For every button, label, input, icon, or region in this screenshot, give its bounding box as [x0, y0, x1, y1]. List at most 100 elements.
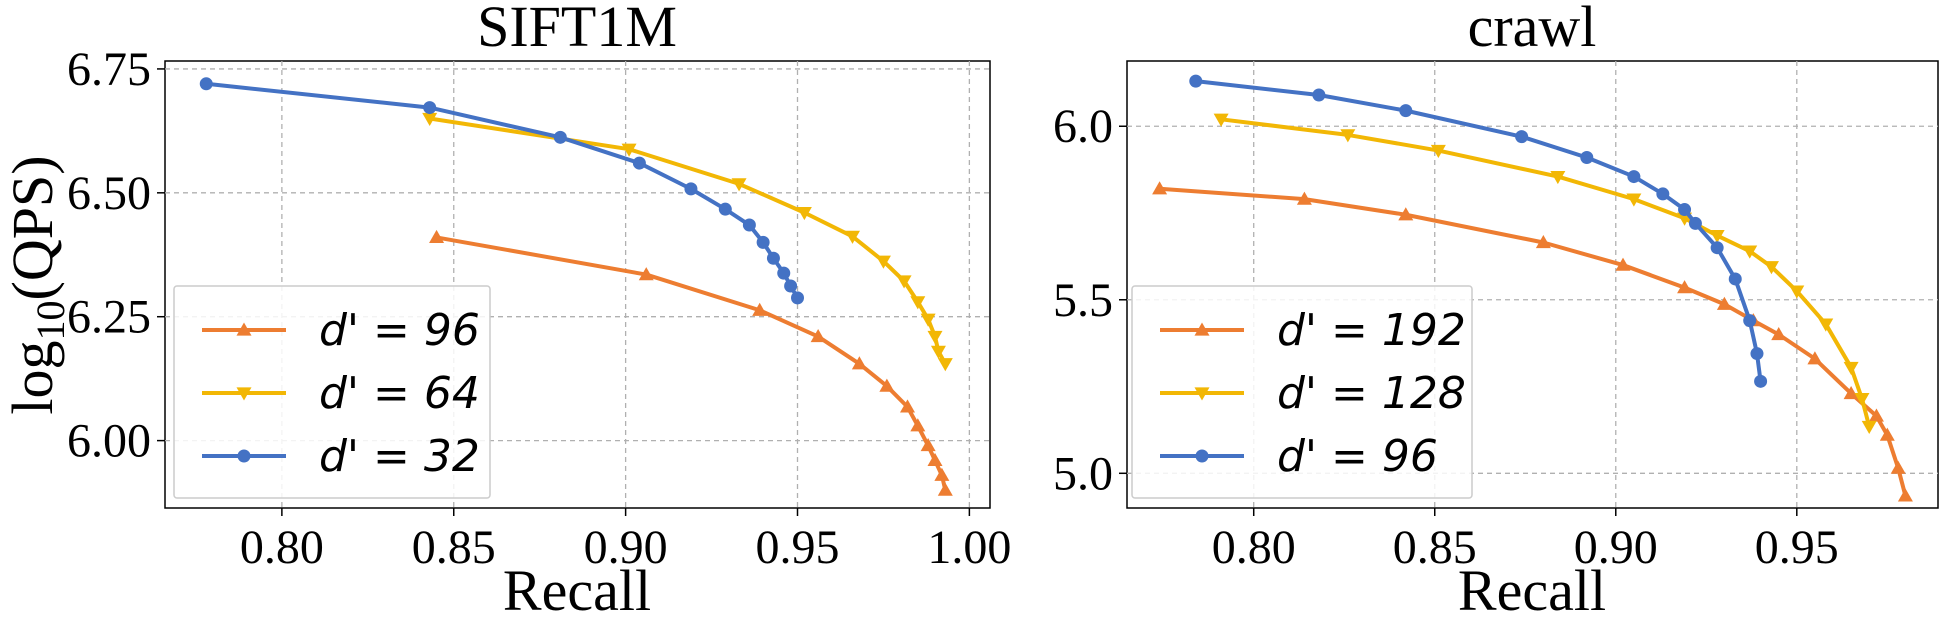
- sift1m-series-line: [204, 81, 800, 300]
- sift1m-title: SIFT1M: [477, 0, 677, 59]
- crawl-x-axis-label: Recall: [1458, 558, 1606, 623]
- crawl-series-line: [1193, 79, 1763, 384]
- crawl-y-tick-label: 6.0: [1053, 100, 1113, 153]
- crawl-data-point: [1213, 113, 1229, 127]
- crawl-data-point: [1861, 420, 1877, 434]
- sift1m-data-point: [920, 313, 936, 327]
- crawl-legend: d' = 192 d' = 128 d' = 96: [1131, 285, 1473, 499]
- crawl-data-point: [1677, 280, 1693, 294]
- sift1m-data-point: [784, 279, 798, 293]
- crawl-data-point: [1296, 191, 1312, 205]
- crawl-data-point: [1807, 351, 1823, 365]
- crawl-data-point: [1742, 245, 1758, 259]
- sift1m-data-point: [875, 255, 891, 269]
- sift1m-legend-marker: [237, 449, 251, 463]
- sift1m-data-point: [756, 235, 770, 249]
- crawl-data-point: [1399, 104, 1413, 118]
- sift1m-data-point: [731, 178, 747, 192]
- sift1m-data-point: [937, 482, 953, 496]
- sift1m-data-point: [632, 156, 646, 170]
- sift1m-data-point: [896, 275, 912, 289]
- sift1m-data-point: [422, 112, 438, 126]
- sift1m-data-point: [718, 202, 732, 216]
- sift1m-data-point: [900, 399, 915, 413]
- crawl-series-line: [1219, 117, 1872, 429]
- sift1m-data-point: [920, 438, 936, 452]
- sift1m-legend-label: d' = 96: [319, 305, 480, 356]
- crawl-legend-marker: [1195, 449, 1209, 463]
- crawl-data-point: [1580, 150, 1594, 164]
- crawl-x-tick-label: 0.85: [1393, 521, 1477, 574]
- crawl-legend-marker: [1194, 387, 1210, 401]
- crawl-data-point: [1879, 427, 1895, 441]
- crawl-data-point: [1897, 488, 1913, 502]
- sift1m-legend: d' = 96 d' = 64 d' = 32: [173, 285, 491, 499]
- sift1m-data-point: [791, 291, 804, 305]
- crawl-x-tick-label: 0.90: [1574, 521, 1658, 574]
- crawl-legend-item: d' = 96: [1160, 431, 1438, 482]
- crawl-y-tick-label: 5.5: [1053, 274, 1113, 327]
- sift1m-data-point: [621, 143, 637, 157]
- sift1m-data-point: [742, 218, 756, 232]
- crawl-data-point: [1398, 207, 1414, 221]
- crawl-data-point: [1818, 318, 1834, 332]
- crawl-data-point: [1535, 235, 1551, 249]
- crawl-data-point: [1627, 170, 1641, 184]
- sift1m-legend-item: d' = 32: [202, 431, 480, 482]
- crawl-panel: 0.80 0.85 0.90 0.95 5.0 5.5 6.0 crawl Recall d…: [1053, 0, 1939, 623]
- sift1m-legend-label: d' = 64: [319, 368, 480, 419]
- sift1m-data-point: [934, 467, 950, 481]
- sift1m-series: [199, 77, 953, 496]
- sift1m-data-point: [845, 230, 860, 244]
- crawl-data-point: [1771, 326, 1787, 341]
- crawl-data-point: [1716, 296, 1732, 310]
- crawl-data-point: [1430, 144, 1446, 159]
- sift1m-x-tick-label: 0.95: [756, 521, 840, 574]
- crawl-data-point: [1312, 88, 1326, 102]
- sift1m-x-tick-label: 0.80: [240, 521, 324, 574]
- sift1m-legend-item: d' = 64: [202, 368, 480, 419]
- sift1m-y-tick-label: 6.00: [67, 415, 151, 468]
- crawl-data-point: [1152, 181, 1168, 195]
- sift1m-y-tick-label: 6.25: [67, 291, 151, 344]
- sift1m-series-line: [427, 116, 948, 366]
- sift1m-series-0: [429, 229, 953, 496]
- crawl-series: [1152, 74, 1913, 502]
- sift1m-data-point: [910, 296, 926, 310]
- sift1m-data-point: [752, 302, 768, 316]
- sift1m-legend-box: [173, 285, 491, 499]
- crawl-data-point: [1843, 361, 1859, 375]
- sift1m-series-1: [422, 112, 953, 372]
- crawl-y-tick-label: 5.0: [1053, 447, 1113, 500]
- sift1m-legend-item: d' = 96: [202, 305, 480, 356]
- sift1m-x-axis-label: Recall: [503, 558, 651, 623]
- sift1m-x-tick-label: 0.90: [584, 521, 668, 574]
- sift1m-panel: 0.80 0.85 0.90 0.95 1.00 6.00 6.25 6.50 6.75 SIF…: [0, 0, 1011, 623]
- crawl-x-tick-label: 0.95: [1755, 521, 1839, 574]
- sift1m-x-tick-label: 0.85: [412, 521, 496, 574]
- sift1m-data-point: [879, 378, 895, 392]
- sift1m-data-point: [766, 251, 780, 265]
- crawl-legend-marker: [1194, 322, 1210, 336]
- sift1m-data-point: [851, 356, 867, 370]
- sift1m-data-point: [553, 130, 567, 144]
- sift1m-ticks: 0.80 0.85 0.90 0.95 1.00 6.00 6.25 6.50 6.75: [67, 43, 1011, 574]
- sift1m-y-tick-label: 6.50: [67, 167, 151, 220]
- sift1m-series-line: [434, 235, 948, 493]
- sift1m-series-2: [199, 77, 804, 305]
- crawl-data-point: [1615, 257, 1631, 271]
- sift1m-data-point: [429, 229, 445, 244]
- sift1m-x-tick-label: 1.00: [927, 521, 1011, 574]
- crawl-data-point: [1688, 216, 1702, 230]
- crawl-title: crawl: [1468, 0, 1597, 59]
- sift1m-data-point: [927, 330, 943, 345]
- sift1m-data-point: [930, 345, 946, 359]
- crawl-plot-frame: [1126, 60, 1939, 509]
- crawl-legend-item: d' = 128: [1160, 368, 1466, 419]
- crawl-data-point: [1550, 170, 1566, 185]
- sift1m-y-tick-label: 6.75: [67, 43, 151, 96]
- crawl-data-point: [1515, 130, 1529, 144]
- crawl-data-point: [1868, 408, 1884, 422]
- sift1m-data-point: [638, 267, 654, 281]
- crawl-x-tick-label: 0.80: [1212, 521, 1296, 574]
